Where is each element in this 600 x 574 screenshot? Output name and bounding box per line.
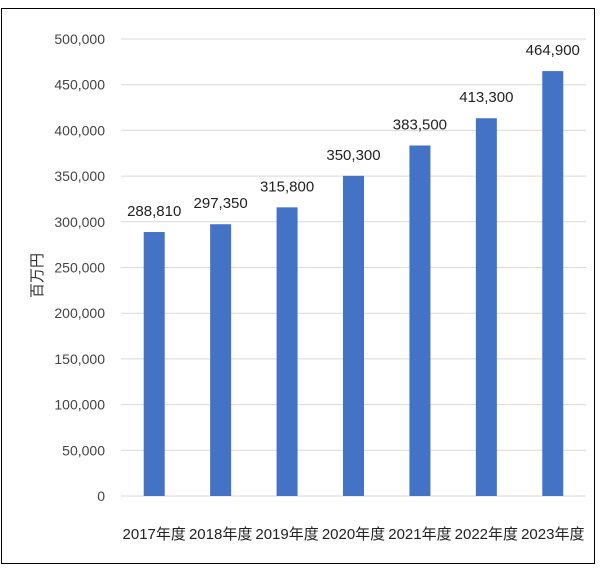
data-label: 383,500 [393, 116, 447, 133]
x-category-label: 2021年度 [388, 526, 451, 543]
bars [143, 71, 564, 497]
bar-2019年度 [276, 207, 298, 496]
bar-2022年度 [475, 118, 497, 496]
y-axis-label: 百万円 [29, 253, 46, 298]
data-label: 350,300 [326, 147, 380, 164]
bar-2021年度 [409, 145, 431, 496]
x-category-label: 2022年度 [455, 526, 518, 543]
x-category-label: 2019年度 [255, 526, 318, 543]
data-label: 315,800 [260, 178, 314, 195]
chart-frame: 0 50,000 100,000 150,000 200,000 250,000 300,0… [1, 8, 595, 564]
y-tick-label: 200,000 [54, 305, 105, 321]
data-label: 413,300 [459, 89, 513, 106]
y-tick-label: 450,000 [54, 77, 105, 93]
y-tick-label: 0 [97, 488, 105, 504]
data-labels: 288,810 297,350 315,800 350,300 383,500 413,3… [127, 42, 580, 220]
bar-chart: 0 50,000 100,000 150,000 200,000 250,000 300,0… [29, 31, 586, 543]
bar-2020年度 [343, 175, 364, 496]
y-tick-label: 350,000 [54, 168, 105, 184]
y-tick-label: 500,000 [54, 31, 105, 47]
data-label: 288,810 [127, 203, 181, 220]
bar-2023年度 [542, 71, 564, 496]
y-axis-ticks: 0 50,000 100,000 150,000 200,000 250,000 300,0… [54, 31, 105, 504]
y-tick-label: 50,000 [62, 442, 105, 458]
x-category-label: 2017年度 [123, 526, 186, 543]
x-category-label: 2020年度 [322, 526, 385, 543]
y-tick-label: 300,000 [54, 214, 105, 230]
bar-2017年度 [143, 232, 165, 497]
y-tick-label: 100,000 [54, 397, 105, 413]
data-label: 297,350 [194, 195, 248, 212]
x-category-label: 2023年度 [521, 526, 584, 543]
y-tick-label: 400,000 [54, 122, 105, 138]
y-tick-label: 250,000 [54, 260, 105, 276]
data-label: 464,900 [526, 42, 580, 59]
y-tick-label: 150,000 [54, 351, 105, 367]
bar-2018年度 [210, 224, 232, 496]
x-axis-categories: 2017年度 2018年度 2019年度 2020年度 2021年度 2022年度 2023… [123, 526, 585, 543]
x-category-label: 2018年度 [189, 526, 252, 543]
